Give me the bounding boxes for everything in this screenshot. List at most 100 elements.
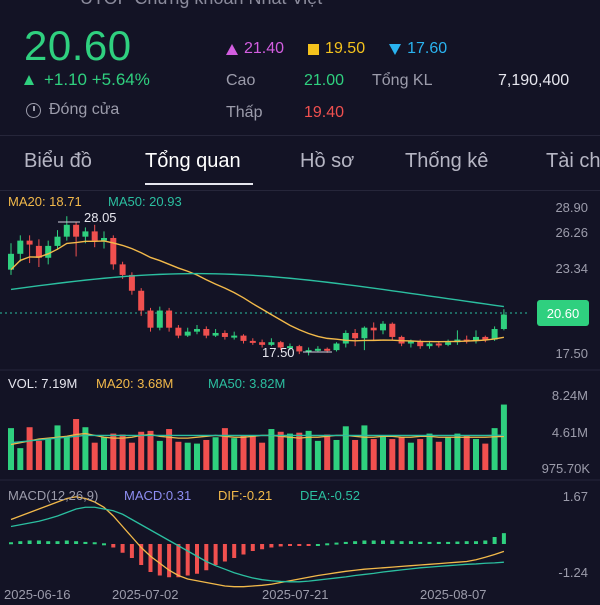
candle-body [147, 310, 154, 328]
candle-body [240, 335, 247, 341]
volume-bar [203, 439, 210, 470]
macd-histogram-bar [325, 543, 330, 546]
volume-bar [119, 434, 126, 470]
macd-histogram-bar [148, 544, 153, 572]
ma20-price-label: MA20: 18.71 [8, 194, 82, 209]
candle-body [259, 342, 266, 345]
candle-body [407, 340, 414, 344]
tab-financials[interactable]: Tài ch [546, 150, 600, 172]
app-title: UTOP Chứng khoán Nhất Việt [80, 0, 322, 9]
candle-body [361, 327, 368, 339]
ceiling-triangle-icon [226, 43, 238, 55]
candle-body [268, 342, 275, 345]
volume-bar [82, 427, 89, 470]
dif-line [10, 496, 505, 588]
active-tab-indicator [145, 183, 253, 185]
candle-body [212, 332, 219, 336]
market-status: Đóng cửa [26, 101, 119, 119]
dea-line [10, 506, 504, 583]
macd-histogram-bar [334, 542, 339, 545]
low-value: 19.40 [304, 104, 345, 121]
volume-bar [491, 428, 498, 470]
candle-body [26, 240, 33, 245]
macd-histogram-bar [120, 544, 125, 553]
volume-bar [138, 431, 145, 470]
macd-histogram-bar [474, 541, 478, 544]
macd-histogram-bar [195, 544, 199, 574]
candle-body [35, 245, 42, 258]
macd-histogram-bar [157, 544, 162, 576]
ceiling-value: 21.40 [244, 40, 285, 57]
candle-body [119, 264, 126, 275]
macd-value-label: MACD:0.31 [124, 488, 191, 503]
low-label: Thấp [226, 104, 263, 121]
candle-body [333, 343, 340, 351]
tab-bar: Biểu đồ Tổng quan Hồ sơ Thống kê Tài ch [0, 135, 600, 191]
macd-histogram-bar [102, 543, 106, 546]
y-tick: 17.50 [555, 346, 588, 361]
macd-histogram-bar [464, 541, 469, 544]
volume-bar [26, 427, 33, 470]
macd-histogram-bar [297, 544, 302, 546]
tab-overview[interactable]: Tổng quan [145, 150, 241, 172]
macd-histogram-bar [46, 541, 51, 544]
macd-histogram-bar [92, 542, 97, 545]
high-label: Cao [226, 72, 256, 89]
tab-profile[interactable]: Hồ sơ [300, 150, 355, 172]
macd-histogram-bar [18, 541, 23, 544]
volume-bar [184, 442, 191, 470]
volume-bar [110, 433, 117, 470]
candle-body [82, 231, 89, 237]
macd-histogram-bar [381, 540, 385, 544]
up-arrow-icon [24, 75, 34, 85]
macd-histogram-bar [176, 544, 181, 578]
macd-histogram-bar [315, 544, 320, 546]
macd-histogram-bar [492, 537, 497, 544]
macd-histogram-bar [408, 541, 413, 544]
volume-bar [166, 429, 173, 470]
candle-body [101, 237, 107, 241]
candle-body [203, 329, 210, 336]
volume-bar [175, 441, 182, 470]
market-status-text: Đóng cửa [49, 101, 120, 118]
x-date-label: 2025-06-16 [4, 587, 71, 600]
volume-bar [482, 443, 489, 470]
candle-body [352, 332, 359, 339]
price-badge-text: 20.60 [547, 306, 580, 321]
volume-ma50-line [10, 434, 504, 444]
stock-chart[interactable]: MA20: 18.71 MA50: 20.93 28.90 26.26 23.3… [0, 190, 600, 602]
volume-tick: 8.24M [552, 388, 588, 403]
candle-body [166, 310, 173, 328]
volume-ma50-label: MA50: 3.82M [208, 376, 285, 391]
macd-histogram-bar [455, 541, 460, 544]
macd-histogram-bar [9, 542, 13, 545]
candle-body [221, 332, 228, 337]
candle-body [491, 329, 498, 340]
ma50-price-label: MA50: 20.93 [108, 194, 182, 209]
volume-bar [277, 431, 284, 470]
max-price-label: 28.05 [84, 210, 117, 225]
volume-bar [407, 442, 414, 470]
macd-histogram-bar [185, 544, 190, 576]
volume-bar [63, 437, 70, 470]
volume-bar [212, 437, 219, 470]
volume-bar [417, 439, 424, 470]
candle-body [110, 237, 117, 265]
dea-label: DEA:-0.52 [300, 488, 360, 503]
macd-histogram-bar [204, 544, 209, 571]
macd-histogram-bar [269, 544, 274, 548]
volume-bar [240, 435, 247, 470]
tab-statistics[interactable]: Thống kê [405, 150, 489, 172]
candle-body [342, 332, 349, 344]
price-change: +1.10 +5.64% [24, 70, 150, 90]
min-price-label: 17.50 [262, 345, 295, 360]
macd-title: MACD(12,26,9) [8, 488, 98, 503]
volume-bar [268, 429, 275, 470]
volume-tick: 975.70K [542, 461, 591, 476]
macd-histogram-bar [83, 541, 88, 544]
volume-bar [54, 425, 61, 470]
candle-body [417, 340, 424, 347]
volume-bar [231, 438, 238, 470]
macd-histogram-bar [278, 544, 283, 547]
tab-chart[interactable]: Biểu đồ [24, 150, 92, 172]
